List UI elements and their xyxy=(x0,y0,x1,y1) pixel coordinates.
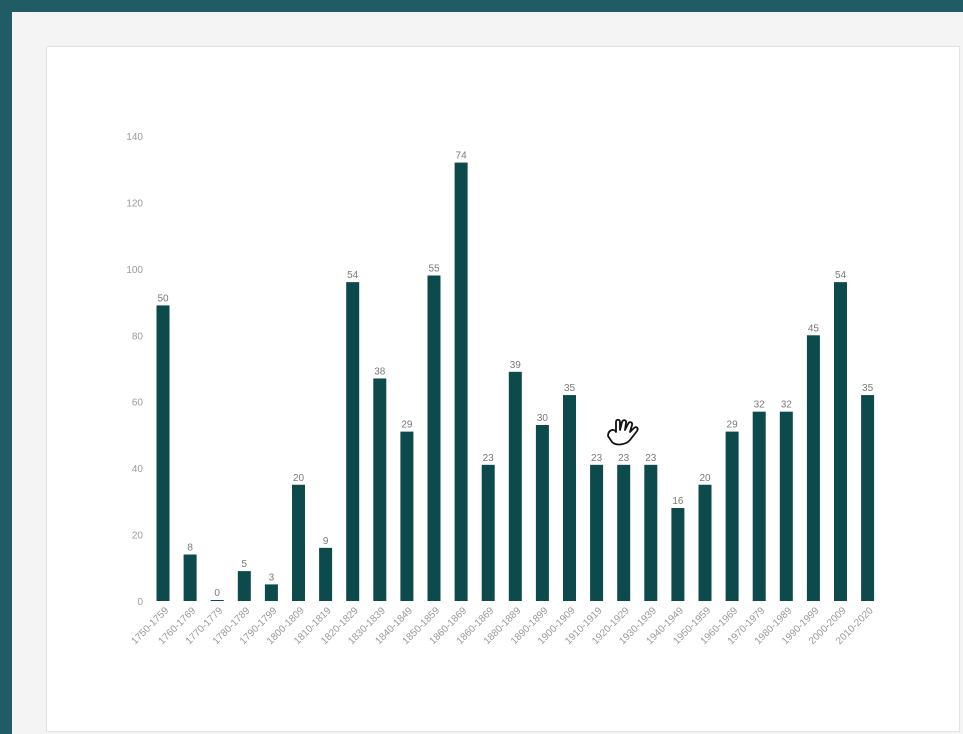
bar xyxy=(834,282,847,601)
data-label: 23 xyxy=(645,453,657,464)
data-label: 8 xyxy=(187,543,193,554)
data-label: 9 xyxy=(323,536,329,547)
y-tick-label: 100 xyxy=(126,265,143,276)
y-tick-label: 20 xyxy=(132,531,144,542)
bar xyxy=(427,275,441,601)
y-tick-label: 60 xyxy=(132,398,144,409)
data-label: 55 xyxy=(428,264,440,275)
data-label: 23 xyxy=(483,453,495,464)
data-label: 29 xyxy=(401,420,413,431)
bar xyxy=(156,305,170,601)
data-label: 30 xyxy=(537,413,549,424)
data-label: 20 xyxy=(293,473,305,484)
bar xyxy=(698,484,712,601)
bar xyxy=(644,464,658,601)
bar xyxy=(725,431,739,601)
data-label: 20 xyxy=(699,473,711,484)
y-axis: 0 20 40 60 80 100 120 140 xyxy=(126,132,143,608)
bar xyxy=(319,547,333,601)
data-label: 54 xyxy=(347,270,359,281)
bar xyxy=(183,554,197,601)
bar xyxy=(671,508,685,601)
data-label: 35 xyxy=(862,383,874,394)
y-tick-label: 0 xyxy=(137,597,143,608)
data-label: 32 xyxy=(754,400,766,411)
bar xyxy=(373,378,387,601)
bar xyxy=(590,464,604,601)
bar xyxy=(481,464,495,601)
bar xyxy=(617,464,631,601)
bar xyxy=(237,571,251,601)
bar xyxy=(563,395,576,601)
y-tick-label: 120 xyxy=(126,198,143,209)
data-label: 74 xyxy=(456,151,468,162)
y-tick-label: 40 xyxy=(132,464,144,475)
data-label: 5 xyxy=(242,559,248,570)
bar xyxy=(535,424,549,601)
data-label: 32 xyxy=(781,400,793,411)
data-label: 50 xyxy=(157,293,169,304)
y-tick-label: 80 xyxy=(132,331,144,342)
data-label: 35 xyxy=(564,383,576,394)
data-label: 38 xyxy=(374,366,386,377)
bar xyxy=(752,411,766,601)
bar xyxy=(454,162,468,602)
bars-group: 50 8 0 5 3 20 9 54 38 29 55 74 23 39 30 35 23 23 23 16 20 29 3… xyxy=(156,151,875,602)
bar xyxy=(292,484,305,601)
bar xyxy=(400,431,414,601)
data-label: 45 xyxy=(808,323,820,334)
bar xyxy=(806,335,820,601)
bar xyxy=(779,411,793,601)
data-label: 3 xyxy=(269,572,275,583)
data-label: 23 xyxy=(618,453,630,464)
bar xyxy=(210,600,224,601)
hand-pointer-icon xyxy=(607,418,639,446)
data-label: 23 xyxy=(591,453,603,464)
bar xyxy=(346,282,360,601)
bar xyxy=(264,584,278,601)
bar xyxy=(861,395,875,601)
x-axis: 1750-17591760-17691770-17791780-17891790… xyxy=(130,605,877,647)
data-label: 54 xyxy=(835,270,847,281)
data-label: 16 xyxy=(672,496,684,507)
data-label: 0 xyxy=(214,588,220,599)
data-label: 29 xyxy=(727,420,739,431)
data-label: 39 xyxy=(510,360,522,371)
bar xyxy=(508,371,522,601)
y-tick-label: 140 xyxy=(126,132,143,143)
